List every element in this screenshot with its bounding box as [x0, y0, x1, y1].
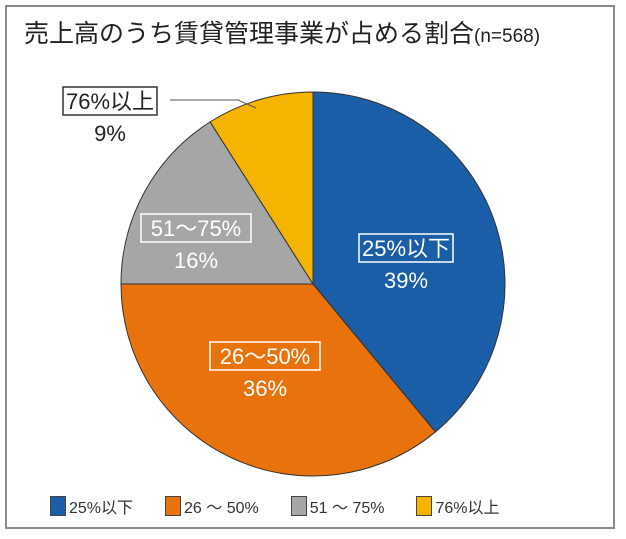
- slice-label-box: [62, 86, 158, 116]
- slice-value-label: 39%: [384, 268, 428, 293]
- legend-item: 25%以下: [50, 494, 133, 518]
- slice-label-box: [358, 233, 454, 263]
- legend-item: 76%以上: [416, 494, 500, 518]
- slice-value-label: 16%: [174, 248, 218, 273]
- chart-title: 売上高のうち賃貸管理事業が占める割合(n=568): [24, 14, 540, 50]
- chart-frame: [5, 5, 615, 529]
- legend-item: 26 ～ 50%: [165, 494, 259, 518]
- pie-slice: [209, 91, 314, 286]
- legend-label: 25%以下: [69, 500, 134, 517]
- legend-label: 26 ～ 50%: [184, 500, 259, 517]
- slice-value-label: 9%: [94, 121, 126, 146]
- legend-swatch: [50, 496, 66, 516]
- slice-category-label: 25%以下: [362, 236, 450, 261]
- slice-category-label: 26～50%: [220, 344, 311, 369]
- legend-label: 76%以上: [435, 500, 500, 517]
- pie-slice: [120, 283, 437, 477]
- legend-swatch: [165, 496, 182, 516]
- slice-label-box: [140, 213, 252, 243]
- pie-slice: [120, 121, 314, 285]
- legend-item: 51 ～ 75%: [290, 494, 385, 518]
- legend-swatch: [416, 496, 433, 516]
- slice-category-label: 76%以上: [66, 89, 154, 114]
- leader-line: [170, 99, 257, 109]
- slice-category-label: 51～75%: [151, 216, 242, 241]
- legend-swatch: [290, 496, 307, 516]
- legend: 25%以下 26 ～ 50% 51 ～ 75% 76%以上: [50, 494, 532, 518]
- slice-label-box: [209, 341, 321, 371]
- subtitle-text: (n=568): [474, 26, 541, 47]
- title-text: 売上高のうち賃貸管理事業が占める割合: [24, 20, 475, 48]
- slice-value-label: 36%: [243, 376, 287, 401]
- legend-label: 51 ～ 75%: [309, 500, 385, 517]
